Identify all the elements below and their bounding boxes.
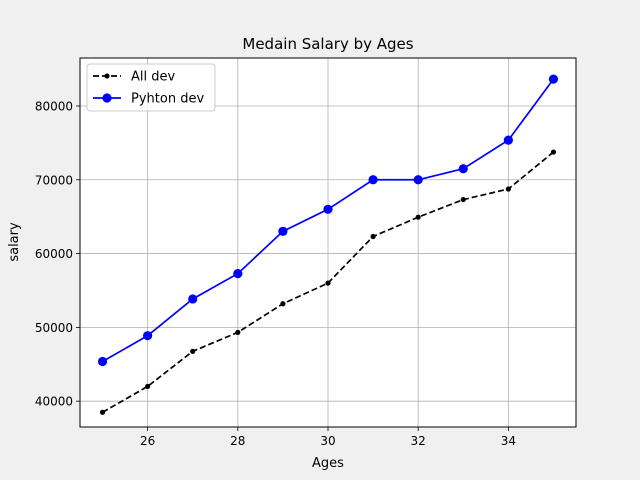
- legend-all-dev-label: All dev: [131, 70, 175, 85]
- data-point-pyhton-dev: [188, 294, 198, 304]
- legend-box: [86, 63, 216, 112]
- data-point-all-dev: [145, 383, 151, 390]
- data-point-pyhton-dev: [143, 331, 153, 341]
- data-point-all-dev: [99, 409, 106, 415]
- data-point-all-dev: [505, 186, 511, 192]
- x-tick-label: 30: [320, 434, 335, 448]
- legend: All dev Pyhton dev: [86, 63, 216, 112]
- data-point-all-dev: [190, 348, 196, 354]
- y-tick-label: 40000: [35, 395, 73, 409]
- data-point-pyhton-dev: [323, 204, 333, 214]
- legend-all-dev-marker: [104, 73, 110, 79]
- data-point-pyhton-dev: [278, 226, 288, 236]
- y-tick-label: 50000: [35, 321, 73, 335]
- axis-ticks: 26 28 30 32 34 40000 50000 60000 70000 80000: [35, 99, 516, 448]
- y-axis-label: salary: [7, 222, 22, 262]
- y-tick-label: 70000: [35, 173, 73, 187]
- data-point-all-dev: [280, 301, 286, 307]
- data-point-pyhton-dev: [233, 268, 243, 279]
- x-tick-label: 32: [411, 434, 426, 448]
- grid-lines: [80, 58, 576, 427]
- data-point-all-dev: [325, 280, 331, 286]
- data-point-pyhton-dev: [503, 135, 513, 145]
- data-point-pyhton-dev: [548, 74, 559, 84]
- chart-title: Medain Salary by Ages: [242, 35, 413, 53]
- y-tick-label: 60000: [35, 247, 73, 261]
- series-layer: [97, 74, 559, 415]
- legend-python-dev-label: Pyhton dev: [131, 92, 204, 107]
- data-point-pyhton-dev: [458, 164, 468, 174]
- data-point-all-dev: [370, 233, 376, 240]
- legend-python-dev-marker: [102, 93, 112, 103]
- data-point-pyhton-dev: [368, 175, 378, 185]
- data-point-all-dev: [415, 214, 421, 220]
- x-tick-label: 26: [140, 434, 155, 448]
- x-tick-label: 28: [230, 434, 245, 448]
- x-axis-label: Ages: [312, 456, 344, 471]
- data-point-all-dev: [550, 149, 557, 155]
- data-point-all-dev: [460, 196, 466, 203]
- y-tick-label: 80000: [35, 99, 73, 113]
- data-point-all-dev: [235, 329, 241, 335]
- data-point-pyhton-dev: [97, 356, 108, 367]
- x-tick-label: 34: [501, 434, 516, 448]
- data-point-pyhton-dev: [413, 175, 423, 185]
